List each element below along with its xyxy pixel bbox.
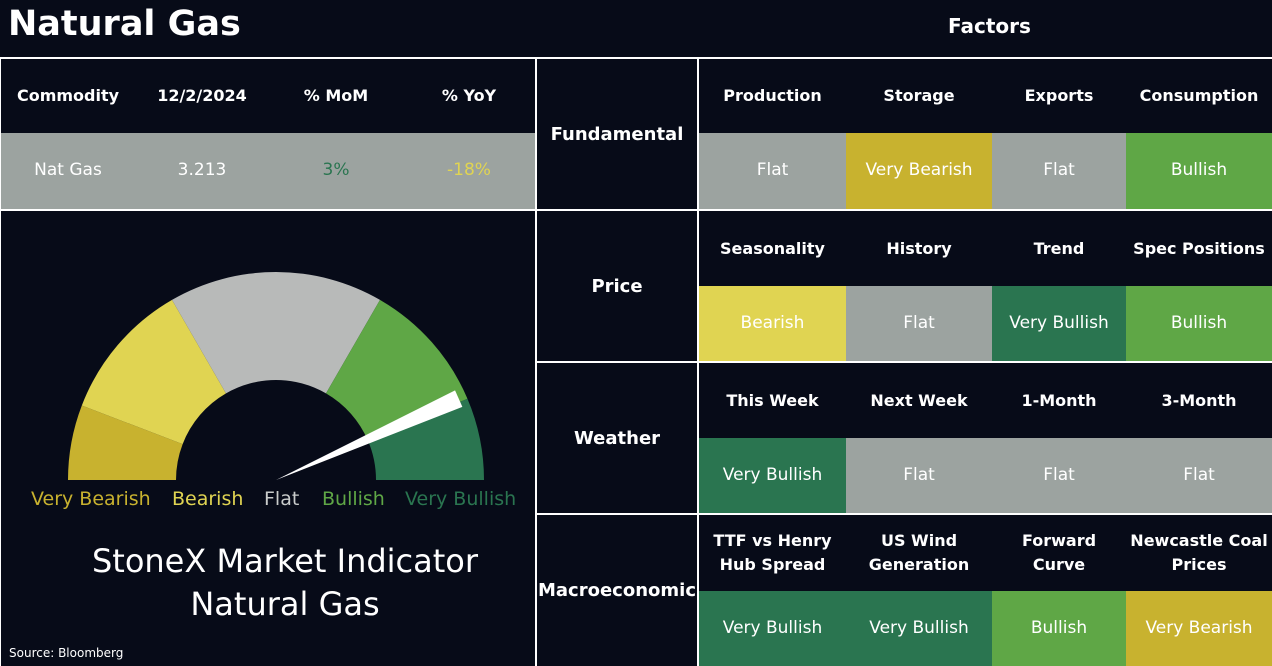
factor-header-row: [699, 59, 1272, 133]
gauge-segment-bearish: [81, 299, 226, 445]
factor-label: Spec Positions: [1133, 238, 1265, 258]
factor-value: Very Bullish: [846, 591, 992, 666]
factor-label: TTF vs Henry Hub Spread: [713, 531, 832, 574]
factor-label: Production: [723, 86, 822, 105]
factor-header-row: [699, 363, 1272, 438]
category-weather: [537, 363, 697, 513]
gauge-title-line1: StoneX Market Indicator: [91, 542, 479, 580]
gauge-title: StoneX Market Indicator Natural Gas: [1, 540, 569, 626]
factor-value: Bearish: [699, 286, 846, 361]
commodity-table-header: [1, 59, 535, 133]
factor-label: History: [886, 238, 952, 258]
category-price: [537, 211, 697, 361]
factor-value: Bullish: [1126, 286, 1272, 361]
gauge-title-line2: Natural Gas: [190, 585, 380, 624]
factor-label: Exports: [1024, 86, 1094, 105]
factor-value: Very Bearish: [846, 133, 992, 209]
factor-value: Bullish: [992, 591, 1126, 666]
factor-value: Very Bullish: [699, 438, 846, 513]
gauge-segment-very-bullish: [368, 398, 484, 480]
factor-value: Flat: [992, 438, 1126, 513]
category-macroeconomic: [537, 515, 697, 666]
factor-label: This Week: [726, 390, 819, 410]
factor-label: US Wind Generation: [868, 531, 970, 574]
gauge-segment-very-bearish: [68, 405, 183, 480]
yoy-header: % YoY: [441, 86, 497, 105]
gauge-label-very-bearish: Very Bearish: [31, 488, 151, 510]
mom-header: % MoM: [303, 86, 369, 105]
factors-title: Factors: [948, 14, 1031, 38]
factor-value: Very Bullish: [699, 591, 846, 666]
sentiment-gauge: [68, 272, 484, 480]
factor-label: Consumption: [1139, 86, 1259, 105]
factor-header-row: [699, 211, 1272, 286]
commodity-header: Commodity: [16, 86, 120, 105]
gauge-needle: [276, 390, 463, 480]
gauge-label-bearish: Bearish: [172, 488, 244, 510]
commodity-row: [1, 133, 535, 209]
category-label-fundamental: Fundamental: [550, 123, 684, 145]
factor-value: Flat: [846, 286, 992, 361]
source-note: Source: Bloomberg: [9, 646, 124, 660]
factor-value: Bullish: [1126, 133, 1272, 209]
gauge-segment-flat: [172, 272, 380, 394]
factor-label: Trend: [1033, 238, 1085, 258]
factor-label: Storage: [883, 86, 955, 105]
category-fundamental: [537, 59, 697, 209]
category-label-weather: Weather: [573, 427, 661, 449]
factor-value: Flat: [1126, 438, 1272, 513]
factor-label: 3-Month: [1161, 390, 1237, 410]
category-label-macroeconomic: Macroeconomic: [538, 580, 696, 601]
gauge-label-very-bullish: Very Bullish: [405, 488, 517, 510]
factor-value: Flat: [992, 133, 1126, 209]
factor-label: Forward Curve: [1021, 531, 1097, 574]
factor-value: Very Bearish: [1126, 591, 1272, 666]
commodity-name: Nat Gas: [34, 160, 102, 181]
factor-header-row: [699, 515, 1272, 591]
factor-label: Seasonality: [720, 238, 825, 258]
date-header: 12/2/2024: [157, 86, 247, 105]
commodity-mom: 3%: [322, 160, 350, 181]
factor-label: Next Week: [870, 390, 968, 410]
commodity-yoy: -18%: [447, 160, 491, 181]
page-title: Natural Gas: [8, 4, 241, 44]
factor-value: Very Bullish: [992, 286, 1126, 361]
factor-label: Newcastle Coal Prices: [1130, 531, 1268, 574]
factor-value: Flat: [699, 133, 846, 209]
category-label-price: Price: [591, 275, 643, 297]
factor-label: 1-Month: [1021, 390, 1097, 410]
commodity-price: 3.213: [177, 160, 227, 181]
factor-value: Flat: [846, 438, 992, 513]
gauge-label-bullish: Bullish: [322, 488, 385, 510]
gauge-label-flat: Flat: [264, 488, 300, 510]
header-bar: [0, 0, 1272, 57]
